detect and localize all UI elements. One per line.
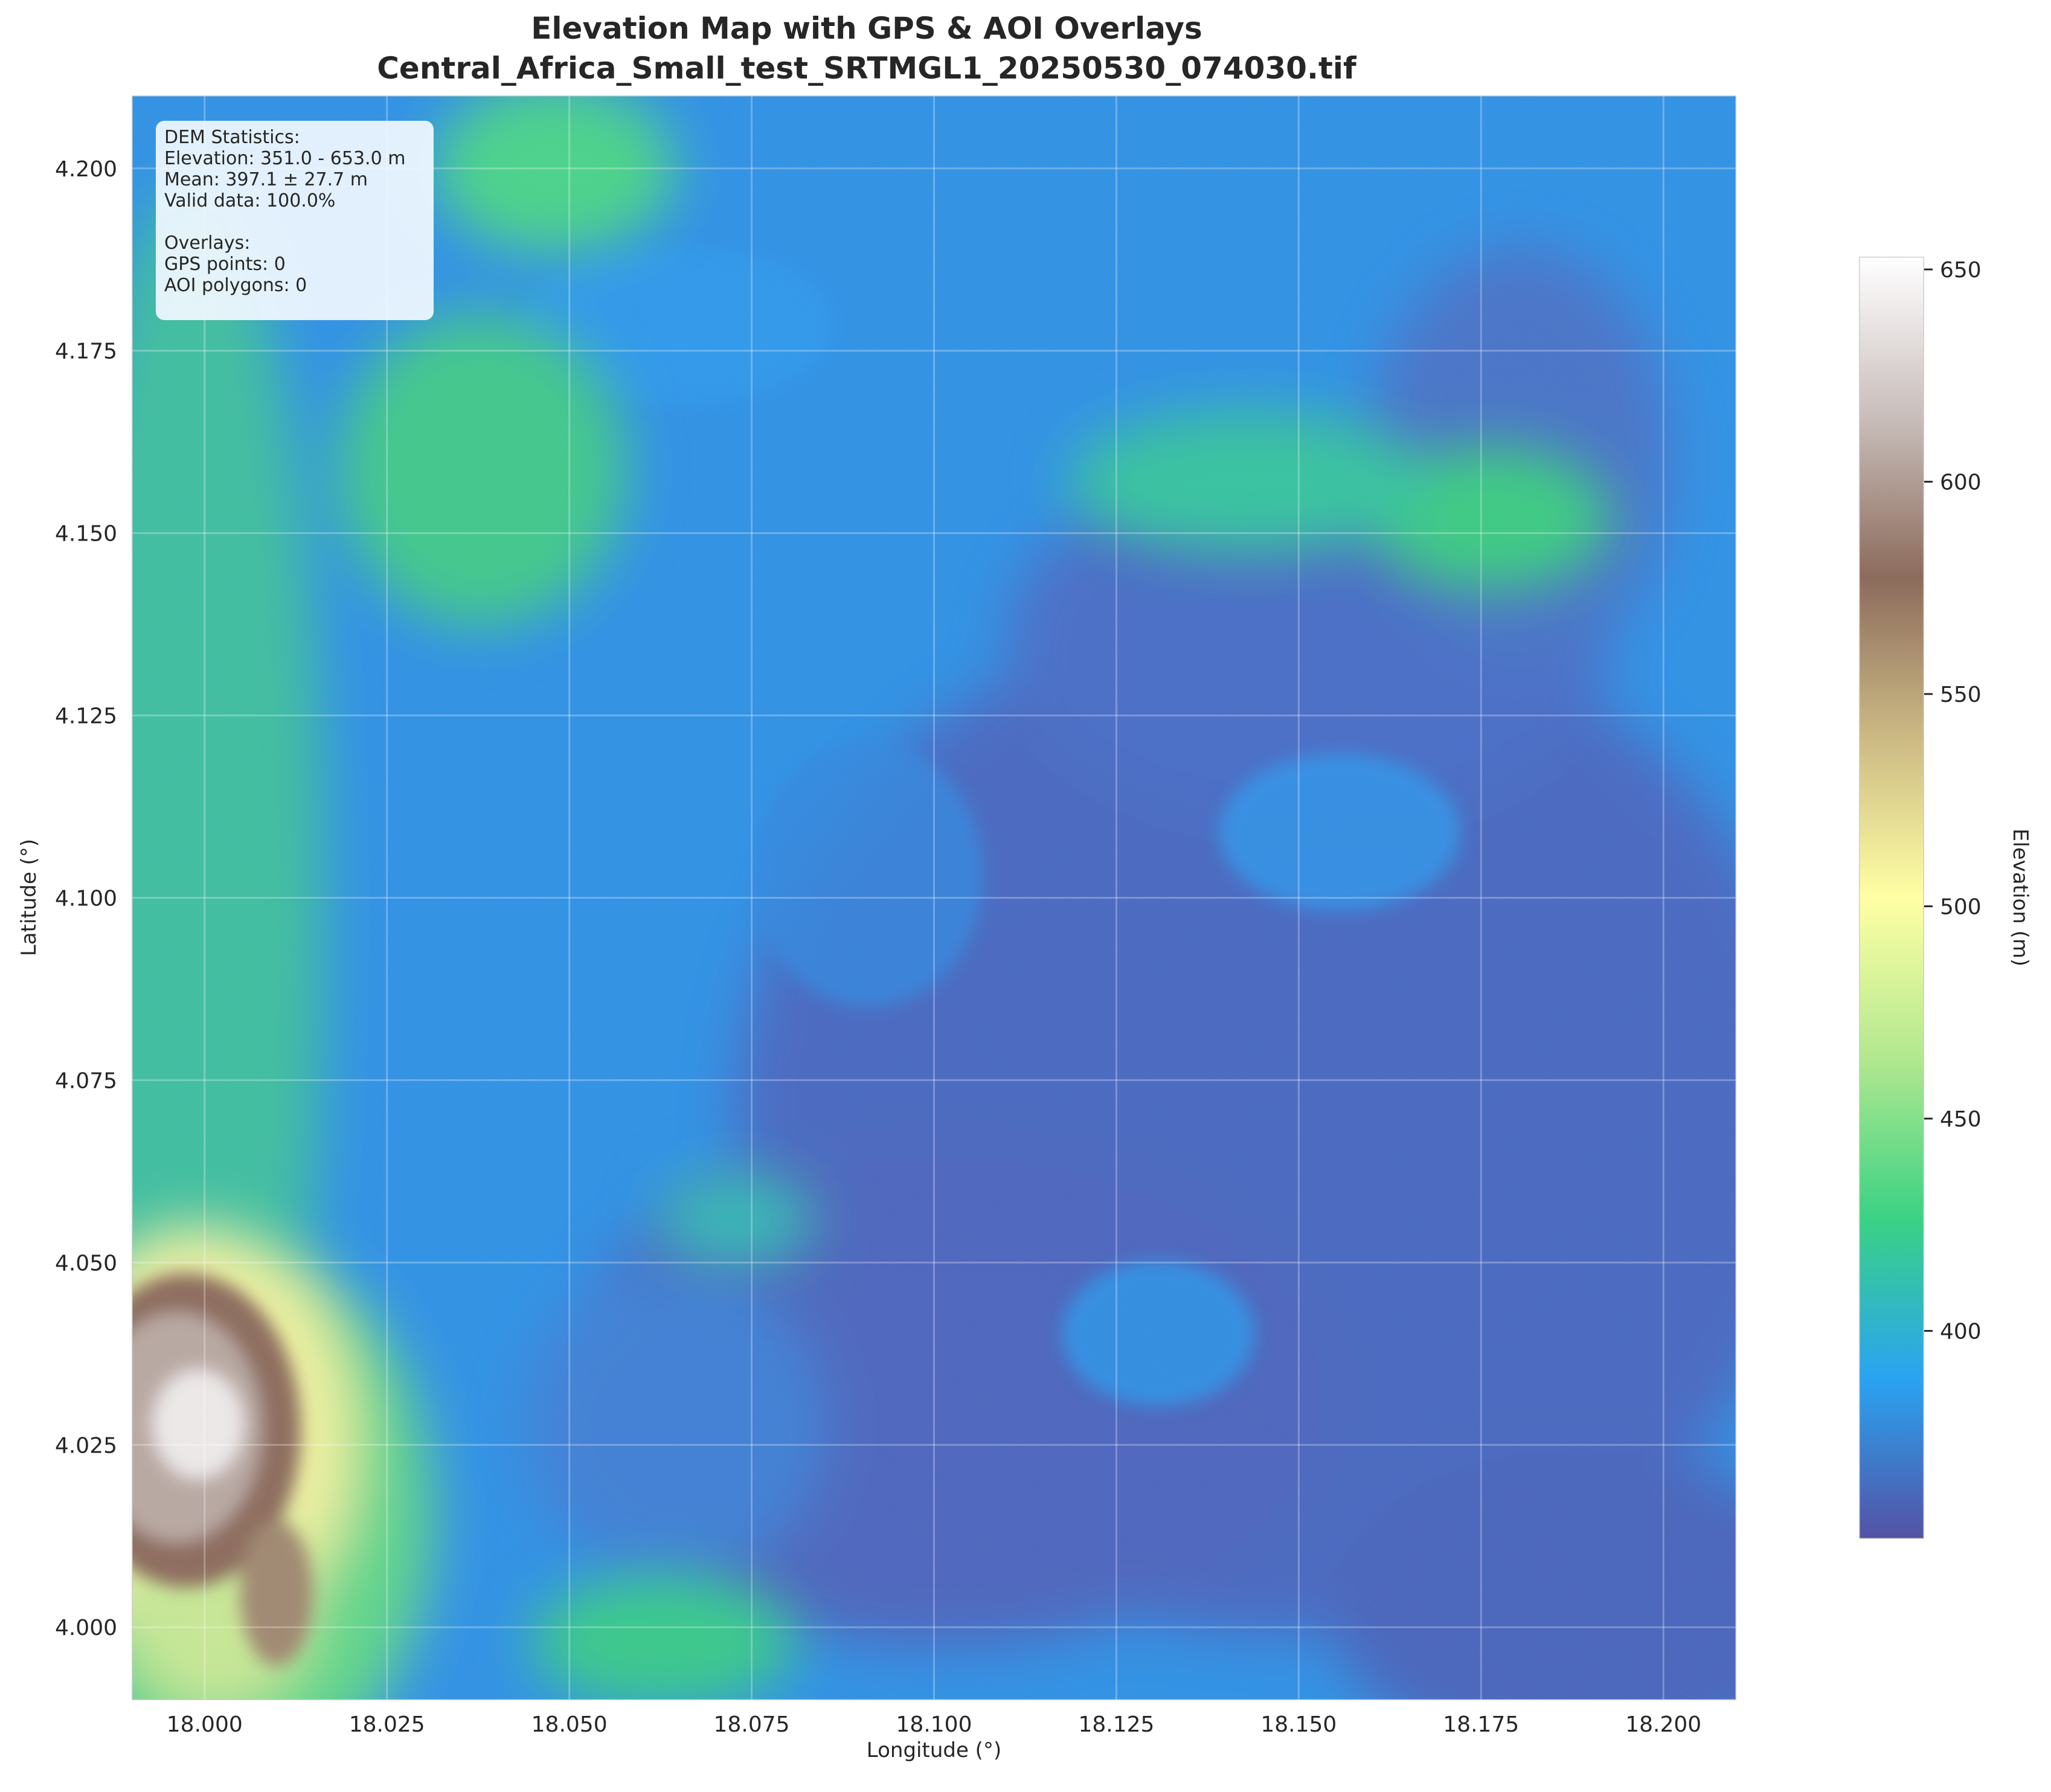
x-tick-label: 18.175 bbox=[1443, 1712, 1519, 1737]
stats-spacer bbox=[164, 211, 425, 233]
y-tick-label: 4.150 bbox=[55, 522, 117, 547]
colorbar-tick-label: 600 bbox=[1940, 470, 1982, 495]
stats-mean: Mean: 397.1 ± 27.7 m bbox=[164, 169, 368, 190]
x-tick-label: 18.075 bbox=[714, 1712, 790, 1737]
x-tick-label: 18.125 bbox=[1078, 1712, 1154, 1737]
colorbar-tick-label: 450 bbox=[1940, 1107, 1982, 1132]
y-axis-ticks: 4.000 4.025 4.050 4.075 4.100 4.125 4.150 4.175… bbox=[55, 157, 117, 1640]
y-tick-label: 4.050 bbox=[55, 1251, 117, 1276]
x-axis-label: Longitude (°) bbox=[866, 1738, 1002, 1762]
y-tick-label: 4.200 bbox=[55, 157, 117, 182]
chart-subtitle: Central_Africa_Small_test_SRTMGL1_202505… bbox=[377, 51, 1356, 86]
colorbar-ticks: 400 450 500 550 600 650 bbox=[1924, 258, 1982, 1344]
x-tick-label: 18.150 bbox=[1260, 1712, 1337, 1737]
colorbar-tick-label: 500 bbox=[1940, 895, 1982, 920]
y-tick-label: 4.100 bbox=[55, 887, 117, 911]
y-axis-label: Latitude (°) bbox=[17, 838, 41, 957]
aoi-polygons-count: AOI polygons: 0 bbox=[164, 275, 307, 296]
colorbar-tick-label: 400 bbox=[1940, 1320, 1982, 1344]
x-tick-label: 18.000 bbox=[167, 1712, 243, 1737]
gps-points-count: GPS points: 0 bbox=[164, 254, 286, 275]
stats-elevation-range: Elevation: 351.0 - 653.0 m bbox=[164, 148, 406, 169]
dem-statistics-box: DEM Statistics: Elevation: 351.0 - 653.0… bbox=[156, 121, 434, 320]
x-tick-label: 18.200 bbox=[1625, 1712, 1701, 1737]
y-tick-label: 4.175 bbox=[55, 339, 117, 364]
colorbar-label: Elevation (m) bbox=[2008, 828, 2032, 967]
y-tick-label: 4.125 bbox=[55, 704, 117, 729]
y-tick-label: 4.075 bbox=[55, 1068, 117, 1093]
elevation-map[interactable] bbox=[132, 95, 1736, 1700]
x-tick-label: 18.025 bbox=[349, 1712, 425, 1737]
x-tick-label: 18.050 bbox=[531, 1712, 608, 1737]
stats-valid-data: Valid data: 100.0% bbox=[164, 190, 336, 211]
colorbar-tick-label: 550 bbox=[1940, 682, 1982, 707]
overlays-heading: Overlays: bbox=[164, 233, 251, 254]
grid-lines bbox=[132, 95, 1736, 1700]
chart-title: Elevation Map with GPS & AOI Overlays bbox=[531, 11, 1202, 46]
x-axis-ticks: 18.000 18.025 18.050 18.075 18.100 18.125 18.1… bbox=[167, 1712, 1701, 1737]
colorbar bbox=[1859, 257, 1924, 1539]
colorbar-tick-label: 650 bbox=[1940, 258, 1982, 283]
x-tick-label: 18.100 bbox=[896, 1712, 972, 1737]
y-tick-label: 4.000 bbox=[55, 1616, 117, 1640]
y-tick-label: 4.025 bbox=[55, 1433, 117, 1458]
stats-heading: DEM Statistics: bbox=[164, 127, 300, 148]
